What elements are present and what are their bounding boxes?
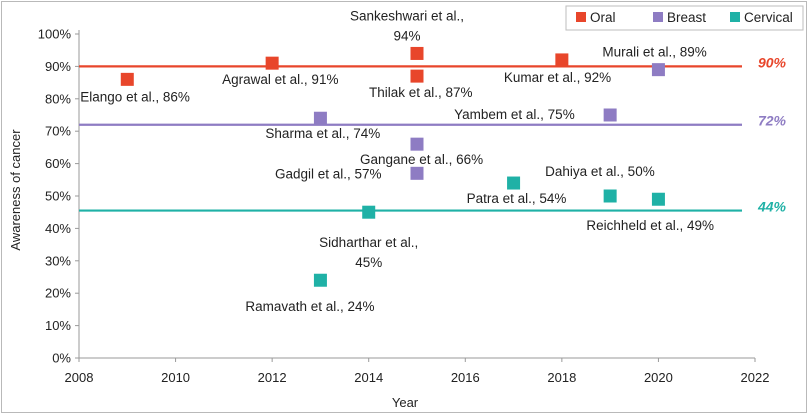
legend-swatch-oral — [576, 12, 586, 22]
y-axis-title: Awareness of cancer — [8, 129, 23, 251]
axes-group: 0% 10% 20% 30% 40% 50% 60% 70% 80% 90% 100% 2008 201… — [38, 27, 770, 386]
x-tick-label: 2020 — [644, 370, 673, 385]
point-labels-group: Elango et al., 86% Agrawal et al., 91% San… — [80, 8, 714, 314]
point-label: Gangane et al., 66% — [360, 152, 483, 167]
point-breast — [410, 166, 424, 180]
point-oral — [410, 46, 424, 60]
x-axis-title: Year — [392, 395, 419, 410]
legend-swatch-breast — [653, 12, 663, 22]
y-tick-label: 80% — [45, 91, 71, 106]
point-cervical — [362, 205, 376, 219]
mean-label-cervical: 44% — [757, 199, 787, 215]
x-tick-label: 2010 — [161, 370, 190, 385]
y-tick-label: 0% — [52, 351, 71, 366]
legend: Oral Breast Cervical — [565, 5, 804, 31]
x-tick-label: 2022 — [741, 370, 770, 385]
point-label: Agrawal et al., 91% — [222, 72, 338, 87]
mean-lines-group: 90% 72% 44% — [79, 54, 787, 215]
point-label: Ramavath et al., 24% — [245, 299, 374, 314]
x-tick-label: 2016 — [451, 370, 480, 385]
point-label: Elango et al., 86% — [80, 89, 190, 104]
x-tick-label: 2018 — [547, 370, 576, 385]
point-label: Reichheld et al., 49% — [586, 218, 714, 233]
point-breast — [410, 137, 424, 151]
y-tick-label: 50% — [45, 189, 71, 204]
legend-label-breast: Breast — [667, 10, 706, 25]
point-label: Dahiya et al., 50% — [545, 164, 655, 179]
point-oral — [555, 53, 569, 67]
legend-label-cervical: Cervical — [744, 10, 793, 25]
point-cervical — [507, 176, 521, 190]
point-label: 45% — [355, 255, 382, 270]
point-cervical — [603, 189, 617, 203]
legend-box — [565, 5, 804, 31]
y-tick-label: 70% — [45, 124, 71, 139]
point-label: Kumar et al., 92% — [504, 70, 611, 85]
point-label: Patra et al., 54% — [467, 191, 567, 206]
x-tick-label: 2014 — [354, 370, 383, 385]
point-cervical — [651, 192, 665, 206]
y-tick-label: 40% — [45, 221, 71, 236]
mean-label-oral: 90% — [758, 54, 787, 70]
point-label: 94% — [393, 28, 420, 43]
point-label: Sankeshwari et al., — [350, 8, 464, 23]
y-tick-label: 60% — [45, 156, 71, 171]
legend-label-oral: Oral — [590, 10, 616, 25]
point-label: Sidharthar et al., — [319, 235, 418, 250]
point-cervical — [313, 273, 327, 287]
point-label: Murali et al., 89% — [602, 45, 706, 60]
point-label: Gadgil et al., 57% — [275, 166, 382, 181]
point-label: Yambem et al., 75% — [454, 107, 575, 122]
y-tick-label: 10% — [45, 318, 71, 333]
point-oral — [410, 69, 424, 83]
y-tick-label: 20% — [45, 286, 71, 301]
point-label: Sharma et al., 74% — [265, 126, 380, 141]
point-breast — [651, 63, 665, 77]
point-oral — [120, 72, 134, 86]
data-points-group — [120, 46, 665, 287]
mean-label-breast: 72% — [758, 113, 787, 129]
point-oral — [265, 56, 279, 70]
legend-swatch-cervical — [730, 12, 740, 22]
point-breast — [603, 108, 617, 122]
x-tick-label: 2008 — [65, 370, 94, 385]
point-breast — [313, 111, 327, 125]
y-tick-label: 100% — [38, 27, 72, 42]
y-tick-label: 90% — [45, 59, 71, 74]
y-tick-label: 30% — [45, 253, 71, 268]
x-tick-label: 2012 — [258, 370, 287, 385]
point-label: Thilak et al., 87% — [369, 85, 473, 100]
